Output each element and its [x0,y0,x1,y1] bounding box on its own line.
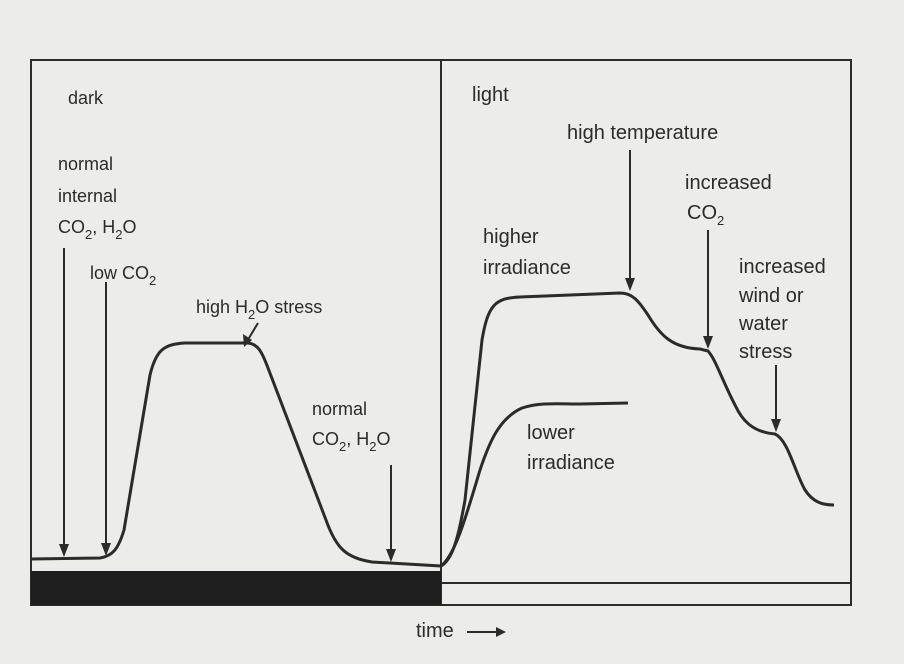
increased-wind-line2: wind or [738,285,804,307]
high-h2o-stress-label: high H2O stress [196,297,322,322]
increased-wind-line4: stress [739,341,792,363]
lower-irradiance-curve [440,401,629,568]
increased-co2-formula: CO2 [687,202,724,228]
lower-irradiance-line2: irradiance [527,452,615,474]
normal-co2-h2o-formula: CO2, H2O [312,429,391,454]
annotation-arrows [59,150,781,562]
normal-co2-h2o-line1: normal [312,399,367,419]
dark-panel-label: dark [68,88,104,108]
high-temperature-label: high temperature [567,122,718,144]
increased-wind-line3: water [738,313,788,335]
normal-internal-line1: normal [58,154,113,174]
dark-curve [30,341,442,568]
low-co2-label: low CO2 [90,263,156,288]
normal-internal-line2: internal [58,186,117,206]
normal-internal-formula: CO2, H2O [58,217,137,242]
higher-irradiance-line2: irradiance [483,257,571,279]
time-axis-label: time [416,620,454,642]
lower-irradiance-line1: lower [527,422,575,444]
light-panel-label: light [472,84,509,106]
increased-co2-line1: increased [685,172,772,194]
higher-irradiance-line1: higher [483,226,539,248]
higher-irradiance-curve [440,291,835,568]
increased-wind-line1: increased [739,256,826,278]
dark-period-bar [31,571,441,605]
time-arrow-icon [467,627,506,637]
